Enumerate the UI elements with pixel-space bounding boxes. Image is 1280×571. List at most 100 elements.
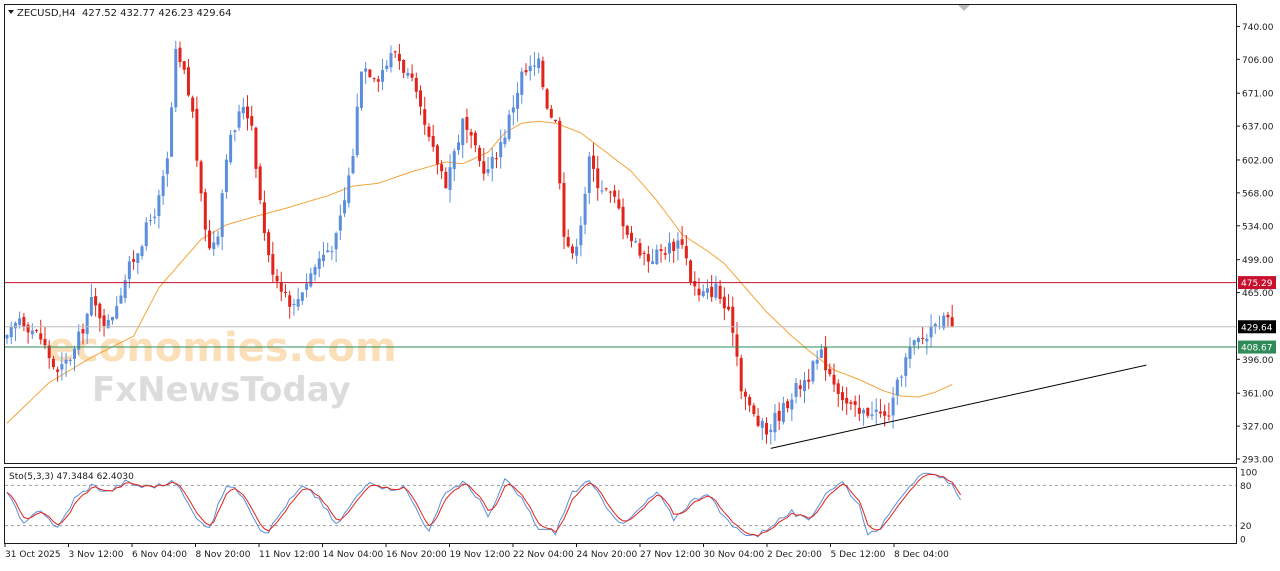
candle-body [769, 429, 773, 432]
candle-body [748, 396, 752, 406]
candle-body [697, 288, 701, 296]
candle-body [752, 405, 756, 415]
candle-body [77, 331, 81, 350]
candle-body [925, 338, 929, 342]
candle-body [828, 368, 832, 375]
x-axis: 31 Oct 2025 3 Nov 12:00 6 Nov 04:00 8 Nov 2… [4, 543, 949, 560]
candle-body [220, 193, 224, 237]
indicator-panel[interactable] [4, 467, 1237, 544]
candle-body [714, 283, 718, 298]
candle-body [229, 134, 233, 163]
candle-body [431, 135, 435, 147]
candle-body [199, 161, 203, 194]
candle-body [874, 409, 878, 412]
candle-body [64, 359, 68, 364]
candle-body [900, 376, 904, 378]
current-price-tag [1238, 320, 1276, 334]
support-trendline[interactable] [770, 364, 1147, 449]
candle-body [667, 242, 671, 254]
candle-body [309, 273, 313, 287]
candle-body [933, 324, 937, 327]
candle-body [760, 420, 764, 428]
candle-body [511, 107, 515, 113]
candle-body [625, 225, 629, 235]
candle-body [811, 361, 815, 382]
candle-body [592, 155, 596, 169]
candle-body [18, 318, 22, 325]
support-price-label: 408.67 [1241, 344, 1273, 354]
candle-body [389, 53, 393, 68]
candle-body [739, 358, 743, 392]
candle-body [684, 246, 688, 259]
resistance-price-label: 475.29 [1241, 279, 1273, 289]
candle-body [161, 176, 165, 197]
candle-body [186, 67, 190, 96]
candle-body [554, 119, 558, 122]
y-tick-label: 671.00 [1242, 90, 1274, 100]
candle-body [693, 281, 697, 287]
candle-body [832, 374, 836, 385]
x-tick-label: 5 Dec 12:00 [831, 550, 886, 560]
y-tick-label: 396.00 [1242, 356, 1274, 366]
candle-body [849, 402, 853, 404]
candle-body [364, 68, 368, 72]
candle-body [444, 171, 448, 189]
candle-body [942, 315, 946, 329]
candle-body [651, 261, 655, 264]
candle-body [262, 202, 266, 234]
candle-body [786, 401, 790, 409]
candle-body [127, 261, 131, 280]
stochastic-layer: 100 80 20 0 [5, 469, 1257, 546]
candle-body [499, 142, 503, 158]
candle-body [208, 230, 212, 249]
shift-marker-icon[interactable] [958, 5, 970, 11]
candle-body [807, 379, 811, 382]
candle-body [608, 191, 612, 193]
candle-body [406, 72, 410, 76]
candle-body [840, 392, 844, 401]
candle-body [710, 286, 714, 297]
candle-body [727, 306, 731, 310]
candle-body [140, 246, 144, 257]
candle-body [853, 401, 857, 405]
candle-body [558, 120, 562, 184]
candle-body [110, 316, 114, 321]
main-panel[interactable] [4, 4, 1237, 464]
x-tick-label: 27 Nov 12:00 [640, 550, 701, 560]
x-tick-label: 14 Nov 04:00 [323, 550, 384, 560]
candle-body [56, 369, 60, 372]
candle-body [212, 242, 216, 250]
candle-body [731, 306, 735, 333]
candle-body [921, 338, 925, 340]
candle-body [224, 159, 228, 193]
candle-body [904, 357, 908, 376]
y-tick-label: 499.00 [1242, 256, 1274, 266]
candle-body [355, 106, 359, 156]
candle-body [503, 137, 507, 145]
candle-body [478, 147, 482, 161]
candle-body [148, 220, 152, 222]
candle-body [655, 249, 659, 265]
candle-body [246, 106, 250, 119]
candle-body [604, 188, 608, 190]
candle-body [321, 254, 325, 262]
indicator-label: Sto(5,3,3) 47.3484 62.4030 [9, 472, 134, 482]
x-tick-label: 19 Nov 12:00 [450, 550, 511, 560]
candle-body [722, 296, 726, 309]
candle-body [473, 132, 477, 146]
candle-body [157, 195, 161, 217]
candle-body [532, 65, 536, 67]
x-tick-label: 31 Oct 2025 [5, 550, 61, 560]
y-tick-label: 602.00 [1242, 156, 1274, 166]
candle-body [182, 61, 186, 70]
candle-body [85, 313, 89, 334]
symbol-dropdown-icon[interactable] [8, 10, 14, 14]
candle-body [165, 158, 169, 175]
candle-body [283, 291, 287, 293]
candle-body [815, 359, 819, 364]
candle-body [43, 338, 47, 346]
candle-body [862, 409, 866, 414]
candle-body [520, 71, 524, 95]
candle-body [368, 69, 372, 77]
candle-body [486, 169, 490, 173]
